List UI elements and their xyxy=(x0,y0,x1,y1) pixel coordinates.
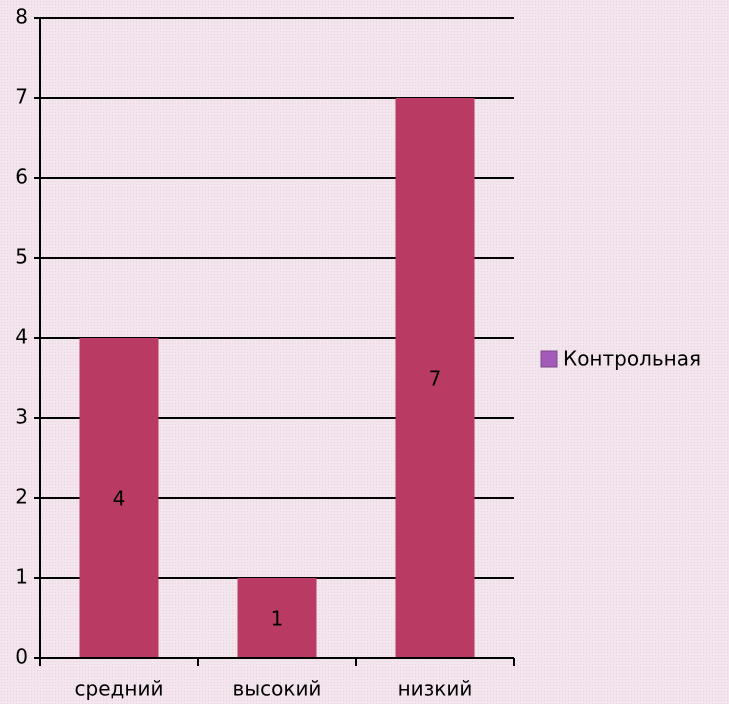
y-tick-label: 7 xyxy=(15,85,28,109)
x-tick-label: средний xyxy=(75,677,164,701)
data-label: 4 xyxy=(113,487,126,511)
x-tick-label: высокий xyxy=(233,677,322,701)
data-label: 1 xyxy=(271,607,284,631)
bar xyxy=(395,98,475,658)
legend-marker xyxy=(540,350,558,368)
y-tick-label: 4 xyxy=(15,325,28,349)
bar xyxy=(237,578,317,658)
data-label: 7 xyxy=(429,367,442,391)
y-tick-label: 1 xyxy=(15,565,28,589)
y-tick-label: 6 xyxy=(15,165,28,189)
x-tick-label: низкий xyxy=(398,677,473,701)
y-tick-label: 0 xyxy=(15,645,28,669)
y-tick-label: 2 xyxy=(15,485,28,509)
y-tick-label: 8 xyxy=(15,5,28,29)
bar xyxy=(79,338,159,658)
y-tick-label: 3 xyxy=(15,405,28,429)
y-tick-label: 5 xyxy=(15,245,28,269)
legend-label: Контрольная xyxy=(563,347,701,371)
